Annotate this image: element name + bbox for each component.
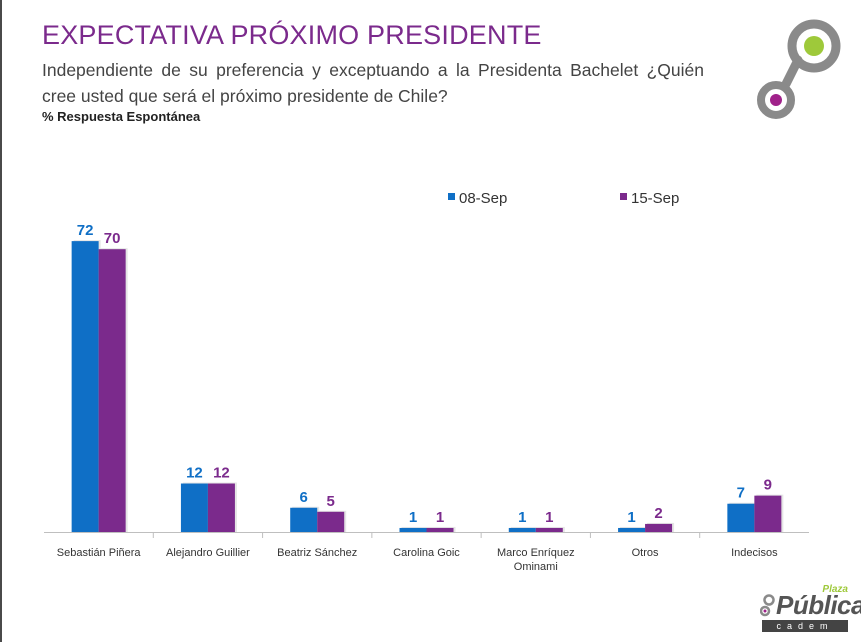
- logo-publica-text: Pública: [776, 590, 861, 620]
- legend-swatch-2: [620, 193, 627, 200]
- category-label-3: Carolina Goic: [393, 547, 460, 559]
- category-label-2: Beatriz Sánchez: [277, 547, 357, 559]
- data-label-1-1: 12: [186, 465, 203, 482]
- data-label-2-1: 12: [213, 465, 230, 482]
- bar-1-5: [618, 527, 646, 532]
- logo-plaza-text: Plaza: [822, 584, 848, 595]
- logo-cadem-text: cadem: [762, 620, 848, 632]
- data-label-1-2: 6: [300, 489, 308, 506]
- bar-2-4: [535, 527, 563, 532]
- category-label-5: Otros: [632, 547, 659, 559]
- bar-2-3: [426, 527, 454, 532]
- data-label-2-0: 70: [104, 230, 121, 247]
- category-label-1: Alejandro Guillier: [166, 547, 250, 559]
- bar-2-0: [98, 249, 126, 532]
- bar-2-6: [754, 495, 782, 532]
- bar-2-5: [645, 523, 673, 532]
- plaza-publica-logo: Plaza Pública cadem: [758, 584, 861, 635]
- category-label-4: Marco Enríquez: [497, 547, 575, 559]
- bar-1-1: [180, 483, 208, 532]
- data-label-2-2: 5: [327, 493, 335, 510]
- data-label-1-0: 72: [77, 222, 94, 239]
- page-title: EXPECTATIVA PRÓXIMO PRESIDENTE: [42, 20, 542, 50]
- legend-label-2: 15-Sep: [631, 190, 679, 207]
- bar-1-6: [727, 503, 755, 532]
- data-label-1-3: 1: [409, 509, 417, 526]
- data-label-2-5: 2: [654, 505, 662, 522]
- response-note: % Respuesta Espontánea: [42, 109, 201, 124]
- slide-border: [0, 0, 2, 642]
- data-label-2-3: 1: [436, 509, 444, 526]
- bar-1-2: [290, 507, 318, 532]
- legend-label-1: 08-Sep: [459, 190, 507, 207]
- category-label-0: Sebastián Piñera: [57, 547, 142, 559]
- logo-circle-icon: [760, 594, 775, 617]
- brand-circles-icon: [757, 19, 841, 119]
- bar-2-2: [317, 511, 345, 532]
- data-label-2-6: 9: [764, 477, 772, 494]
- legend-swatch-1: [448, 193, 455, 200]
- category-label-6: Indecisos: [731, 547, 778, 559]
- bar-1-0: [71, 241, 99, 532]
- data-label-1-6: 7: [737, 485, 745, 502]
- category-label-4: Ominami: [514, 561, 558, 573]
- bar-1-3: [399, 527, 427, 532]
- bar-2-1: [207, 483, 235, 532]
- data-label-1-4: 1: [518, 509, 526, 526]
- data-label-2-4: 1: [545, 509, 553, 526]
- data-label-1-5: 1: [627, 509, 635, 526]
- question-text: Independiente de su preferencia y except…: [42, 60, 704, 106]
- bar-1-4: [508, 527, 536, 532]
